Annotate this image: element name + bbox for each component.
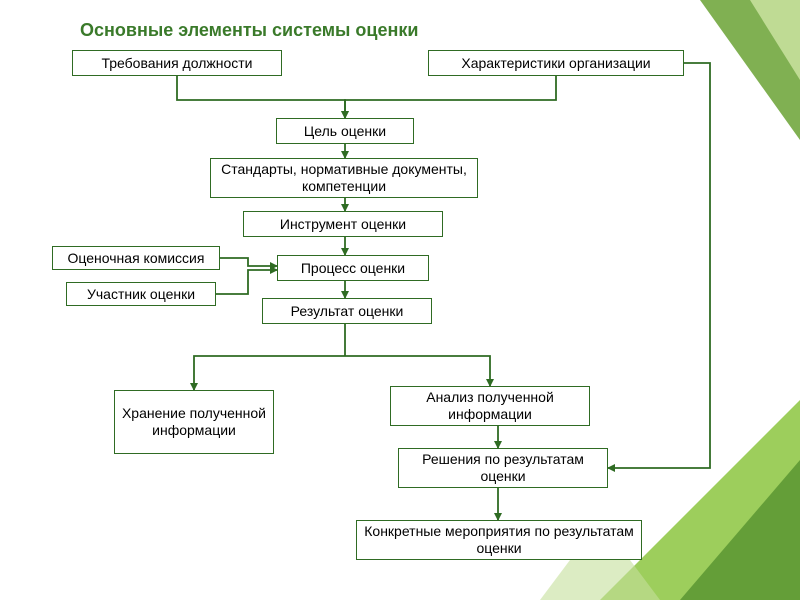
edge-split-store [194, 356, 345, 390]
node-part: Участник оценки [66, 282, 216, 306]
node-analysis: Анализ полученной информации [390, 386, 590, 426]
node-result: Результат оценки [262, 298, 432, 324]
edge-org-decision [608, 63, 710, 468]
edge-comm-process [220, 258, 277, 266]
node-process: Процесс оценки [277, 255, 429, 281]
edge-req-goal [177, 76, 345, 118]
node-std: Стандарты, нормативные документы, компет… [210, 158, 478, 198]
page-title: Основные элементы системы оценки [80, 20, 418, 41]
node-org: Характеристики организации [428, 50, 684, 76]
node-goal: Цель оценки [276, 118, 414, 144]
edge-org-goal [345, 76, 556, 118]
node-comm: Оценочная комиссия [52, 246, 220, 270]
edge-part-process [216, 270, 277, 294]
edge-split-analysis [345, 356, 490, 386]
node-actions: Конкретные мероприятия по результатам оц… [356, 520, 642, 560]
node-decision: Решения по результатам оценки [398, 448, 608, 488]
node-instr: Инструмент оценки [243, 211, 443, 237]
node-store: Хранение полученной информации [114, 390, 274, 454]
node-req: Требования должности [72, 50, 282, 76]
